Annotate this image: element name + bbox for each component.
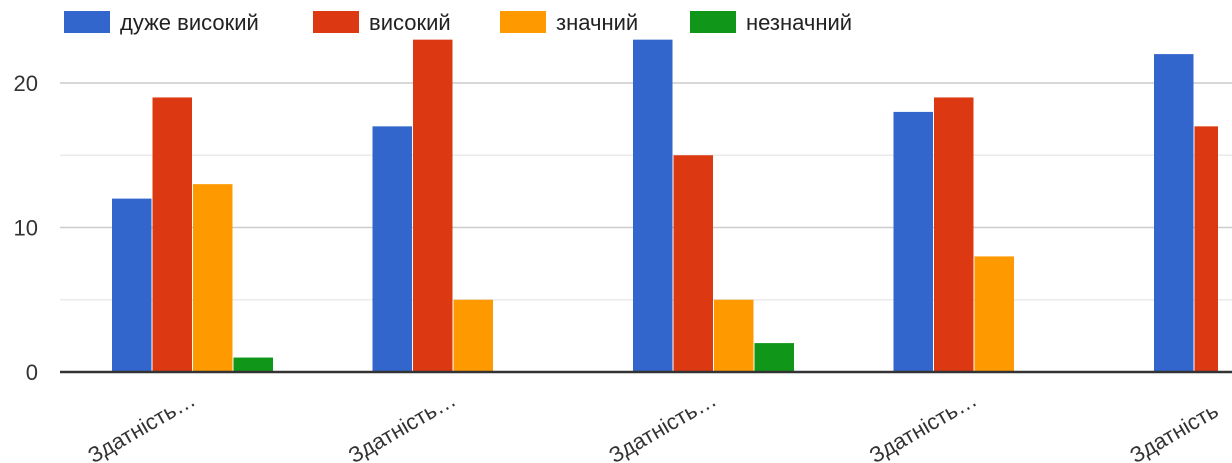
bar-2-series-1[interactable]: [372, 126, 413, 372]
legend-label: значний: [556, 10, 638, 35]
legend-label: високий: [369, 10, 451, 35]
bar-5-series-1[interactable]: [1154, 54, 1194, 372]
legend-item[interactable]: високий: [313, 10, 451, 35]
x-axis-labels: Здатність… Здатність… Здатність… Здатність……: [83, 387, 1232, 463]
bar-3-series-4[interactable]: [754, 343, 795, 372]
legend-item[interactable]: незначний: [690, 10, 852, 35]
x-tick-label: Здатність…: [344, 387, 460, 463]
bar-1-series-3[interactable]: [193, 184, 233, 372]
legend-item[interactable]: значний: [500, 10, 638, 35]
legend-label: незначний: [746, 10, 852, 35]
x-tick-label: Здатність…: [604, 387, 720, 463]
y-tick-label: 10: [14, 216, 38, 241]
legend-swatch: [313, 11, 359, 33]
bar-3-series-1[interactable]: [633, 39, 673, 373]
bar-1-series-1[interactable]: [112, 198, 152, 372]
legend: дуже високий високий значний незначний: [64, 10, 852, 35]
legend-swatch: [690, 11, 736, 33]
bar-4-series-3[interactable]: [974, 256, 1015, 372]
y-axis-ticks: 0 10 20: [14, 71, 38, 385]
bar-4-series-1[interactable]: [893, 111, 934, 373]
bars: [112, 39, 1232, 373]
y-tick-label: 20: [14, 71, 38, 96]
x-tick-label: Здатність…: [865, 387, 981, 463]
y-tick-label: 0: [26, 360, 38, 385]
legend-label: дуже високий: [120, 10, 259, 35]
legend-item[interactable]: дуже високий: [64, 10, 259, 35]
x-tick-label: Здатність…: [1125, 387, 1232, 463]
bar-4-series-2[interactable]: [934, 97, 974, 372]
bar-5-series-2[interactable]: [1194, 126, 1232, 372]
x-tick-label: Здатність…: [83, 387, 199, 463]
legend-swatch: [500, 11, 546, 33]
bar-3-series-2[interactable]: [673, 155, 714, 372]
bar-2-series-3[interactable]: [453, 299, 494, 372]
bar-2-series-2[interactable]: [413, 39, 453, 373]
bar-3-series-3[interactable]: [714, 299, 754, 372]
bar-1-series-2[interactable]: [152, 97, 193, 372]
bar-1-series-4[interactable]: [233, 357, 274, 372]
legend-swatch: [64, 11, 110, 33]
